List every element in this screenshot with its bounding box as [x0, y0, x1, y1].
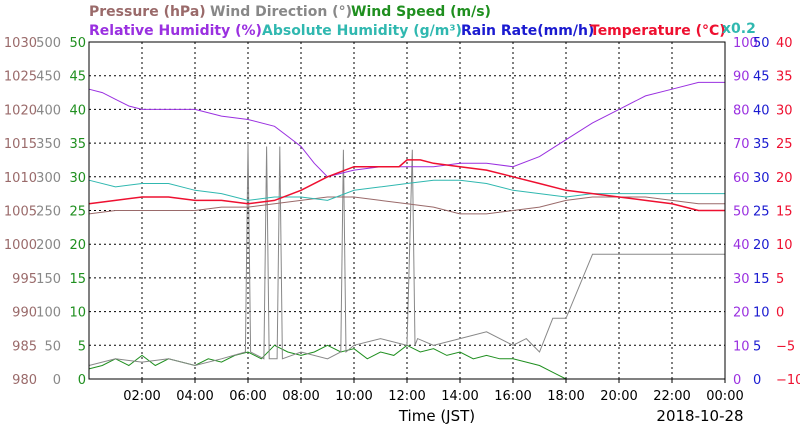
y-tick-humidity: 10 — [733, 339, 750, 354]
y-tick-rain: 30 — [753, 171, 770, 186]
y-tick-humidity: 40 — [733, 238, 750, 253]
y-tick-rain: 10 — [753, 306, 770, 321]
y-tick-temperature: 25 — [776, 137, 793, 152]
y-tick-pressure: 1020 — [4, 103, 37, 118]
y-tick-temperature: −10 — [776, 373, 800, 388]
y-tick-wind_dir: 150 — [36, 272, 61, 287]
y-tick-humidity: 70 — [733, 137, 750, 152]
x-tick-label: 00:00 — [706, 389, 743, 404]
legend-rain-rate: Rain Rate(mm/h) — [461, 23, 594, 39]
y-tick-pressure: 1000 — [4, 238, 37, 253]
y-tick-pressure: 1010 — [4, 171, 37, 186]
y-tick-temperature: 10 — [776, 238, 793, 253]
y-tick-wind_speed: 10 — [69, 306, 86, 321]
x-tick-label: 22:00 — [653, 389, 690, 404]
x-tick-label: 10:00 — [335, 389, 372, 404]
series-humidity — [88, 179, 725, 201]
x-tick-label: 02:00 — [123, 389, 160, 404]
y-tick-humidity: 50 — [733, 205, 750, 220]
y-tick-wind_speed: 15 — [69, 272, 86, 287]
y-tick-wind_dir: 250 — [36, 205, 61, 220]
series-wind_dir — [88, 143, 725, 367]
y-tick-pressure: 1015 — [4, 137, 37, 152]
chart-date: 2018-10-28 — [656, 407, 743, 425]
y-tick-rain: 25 — [753, 205, 770, 220]
y-tick-wind_speed: 40 — [69, 103, 86, 118]
series-humidity — [88, 81, 725, 178]
y-tick-wind_speed: 5 — [78, 339, 86, 354]
y-tick-wind_dir: 100 — [36, 306, 61, 321]
y-tick-wind_dir: 200 — [36, 238, 61, 253]
y-tick-temperature: −5 — [776, 339, 795, 354]
y-tick-pressure: 990 — [12, 306, 37, 321]
y-tick-temperature: 15 — [776, 205, 793, 220]
y-tick-rain: 45 — [753, 70, 770, 85]
y-tick-pressure: 1030 — [4, 36, 37, 51]
y-tick-humidity: 60 — [733, 171, 750, 186]
y-tick-pressure: 1005 — [4, 205, 37, 220]
y-tick-temperature: 40 — [776, 36, 793, 51]
y-tick-rain: 0 — [753, 373, 761, 388]
y-tick-humidity: 30 — [733, 272, 750, 287]
y-tick-wind_speed: 25 — [69, 205, 86, 220]
y-tick-temperature: 30 — [776, 103, 793, 118]
y-tick-humidity: 100 — [733, 36, 758, 51]
legend-wind-speed: Wind Speed (m/s) — [351, 4, 491, 20]
y-tick-humidity: 90 — [733, 70, 750, 85]
y-tick-wind_dir: 400 — [36, 103, 61, 118]
y-tick-wind_dir: 350 — [36, 137, 61, 152]
y-tick-humidity: 0 — [733, 373, 741, 388]
y-tick-wind_dir: 450 — [36, 70, 61, 85]
y-tick-wind_speed: 45 — [69, 70, 86, 85]
y-tick-wind_speed: 20 — [69, 238, 86, 253]
y-tick-wind_dir: 0 — [53, 373, 61, 388]
legend-relative-humidity: Relative Humidity (%) — [89, 23, 262, 39]
y-tick-wind_speed: 35 — [69, 137, 86, 152]
x-tick-label: 04:00 — [176, 389, 213, 404]
y-tick-wind_dir: 500 — [36, 36, 61, 51]
x-tick-label: 18:00 — [547, 389, 584, 404]
y-tick-humidity: 80 — [733, 103, 750, 118]
legend-temperature: Temperature (°C) — [590, 23, 726, 39]
y-tick-wind_speed: 50 — [69, 36, 86, 51]
x-tick-label: 12:00 — [388, 389, 425, 404]
y-tick-pressure: 980 — [12, 373, 37, 388]
y-tick-temperature: 0 — [776, 306, 784, 321]
x-axis-label: Time (JST) — [398, 407, 475, 425]
y-axes: 1030102510201015101010051000995990985980… — [4, 36, 800, 388]
y-tick-rain: 5 — [753, 339, 761, 354]
legend-wind-direction: Wind Direction (°) — [210, 4, 352, 20]
legend-absolute-humidity: Absolute Humidity (g/m³) — [262, 23, 462, 39]
legend-pressure: Pressure (hPa) — [89, 4, 206, 20]
y-tick-temperature: 35 — [776, 70, 793, 85]
x-tick-label: 20:00 — [600, 389, 637, 404]
y-tick-rain: 40 — [753, 103, 770, 118]
y-tick-temperature: 20 — [776, 171, 793, 186]
y-tick-rain: 20 — [753, 238, 770, 253]
series-layer — [88, 81, 725, 380]
y-tick-pressure: 1025 — [4, 70, 37, 85]
y-tick-rain: 35 — [753, 137, 770, 152]
series-temperature — [88, 159, 725, 212]
y-tick-temperature: 5 — [776, 272, 784, 287]
y-tick-pressure: 995 — [12, 272, 37, 287]
x-tick-label: 08:00 — [282, 389, 319, 404]
x-tick-label: 16:00 — [494, 389, 531, 404]
humidity-scale-note: x0.2 — [722, 21, 756, 37]
y-tick-wind_speed: 30 — [69, 171, 86, 186]
x-axis: 02:00 04:00 06:00 08:00 10:00 12:00 14:00 16:00… — [123, 379, 744, 404]
y-tick-humidity: 20 — [733, 306, 750, 321]
y-tick-wind_speed: 0 — [78, 373, 86, 388]
y-tick-rain: 15 — [753, 272, 770, 287]
x-tick-label: 06:00 — [229, 389, 266, 404]
y-tick-wind_dir: 50 — [44, 339, 61, 354]
y-tick-wind_dir: 300 — [36, 171, 61, 186]
y-tick-pressure: 985 — [12, 339, 37, 354]
y-tick-rain: 50 — [753, 36, 770, 51]
x-tick-label: 14:00 — [441, 389, 478, 404]
